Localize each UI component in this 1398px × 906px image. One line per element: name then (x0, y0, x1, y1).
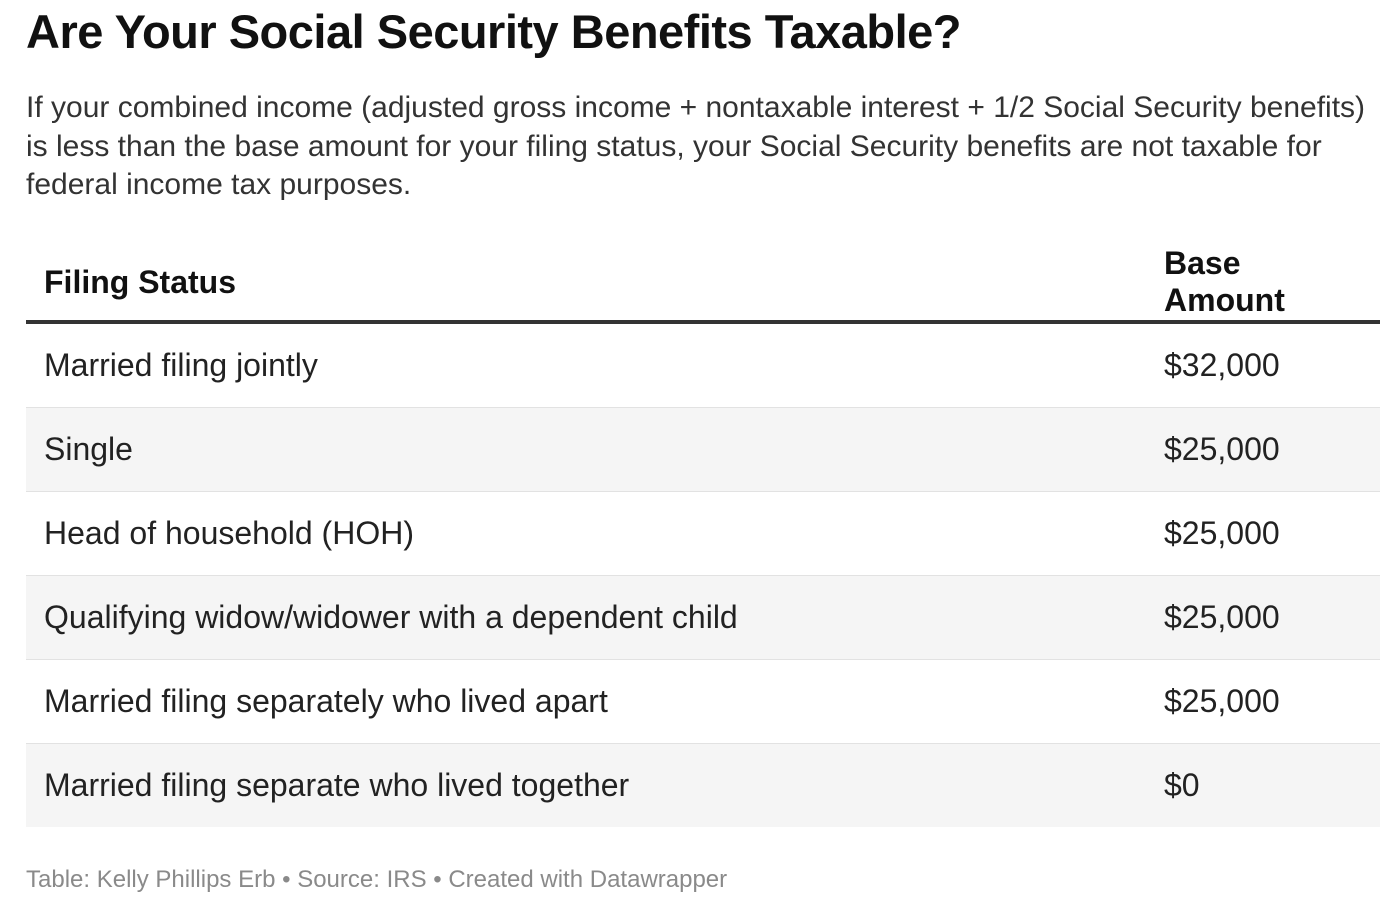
data-table: Filing Status Base Amount Married filing… (26, 244, 1380, 827)
chart-description: If your combined income (adjusted gross … (26, 91, 1366, 201)
chart-title: Are Your Social Security Benefits Taxabl… (26, 5, 962, 58)
footer-separator: • (275, 866, 298, 893)
column-header-base-amount[interactable]: Base Amount (1146, 244, 1380, 324)
cell-base-amount: $25,000 (1146, 407, 1380, 492)
table-header-row: Filing Status Base Amount (26, 244, 1380, 324)
cell-base-amount: $32,000 (1146, 322, 1380, 408)
cell-filing-status: Qualifying widow/widower with a dependen… (26, 575, 1146, 660)
table-row: Head of household (HOH) $25,000 (26, 491, 1380, 576)
chart-footer: Table: Kelly Phillips Erb • Source: IRS … (26, 866, 727, 894)
cell-filing-status: Head of household (HOH) (26, 491, 1146, 576)
cell-filing-status: Married filing jointly (26, 322, 1146, 408)
cell-base-amount: $25,000 (1146, 659, 1380, 744)
table-row: Married filing separately who lived apar… (26, 659, 1380, 744)
datawrapper-credit: Created with Datawrapper (448, 866, 728, 893)
source-credit: Source: IRS (297, 866, 427, 893)
table-row: Single $25,000 (26, 407, 1380, 492)
table-row: Qualifying widow/widower with a dependen… (26, 575, 1380, 660)
cell-base-amount: $0 (1146, 743, 1380, 827)
cell-filing-status: Single (26, 407, 1146, 492)
footer-separator: • (426, 866, 449, 893)
cell-filing-status: Married filing separately who lived apar… (26, 659, 1146, 744)
column-header-filing-status[interactable]: Filing Status (26, 244, 1146, 324)
cell-filing-status: Married filing separate who lived togeth… (26, 743, 1146, 827)
cell-base-amount: $25,000 (1146, 491, 1380, 576)
chart-container: Are Your Social Security Benefits Taxabl… (26, 0, 1380, 827)
table-row: Married filing jointly $32,000 (26, 322, 1380, 408)
cell-base-amount: $25,000 (1146, 575, 1380, 660)
table-credit: Table: Kelly Phillips Erb (26, 866, 276, 893)
table-row: Married filing separate who lived togeth… (26, 743, 1380, 827)
